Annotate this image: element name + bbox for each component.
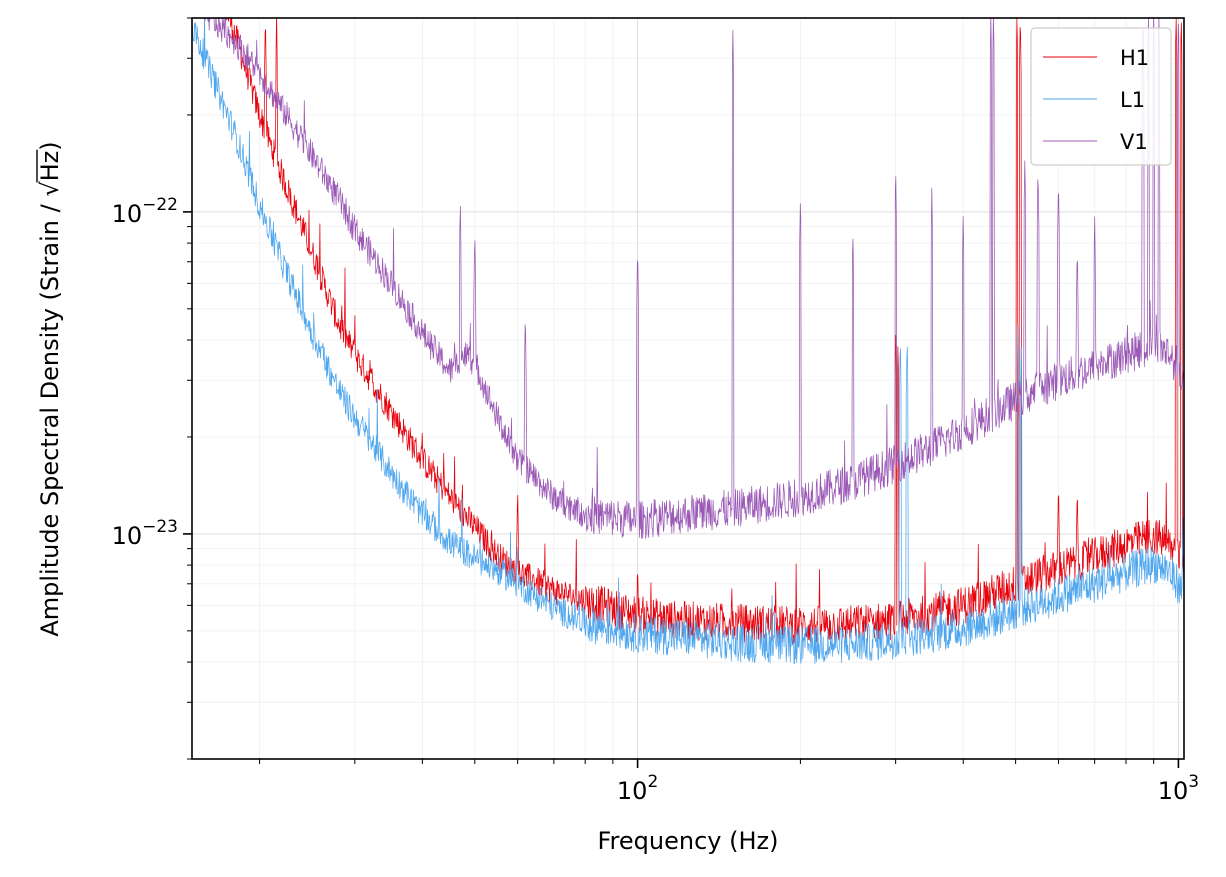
sqrt-symbol: √ — [36, 181, 64, 197]
x-tick-label: 102 — [617, 772, 658, 805]
x-tick-label: 103 — [1158, 772, 1199, 805]
svg-text:Amplitude Spectral Density (St: Amplitude Spectral Density (Strain / √Hz… — [36, 141, 64, 636]
series-line-l1 — [192, 18, 1184, 665]
plot-frame — [191, 17, 1185, 760]
legend-label-v1: V1 — [1120, 130, 1148, 154]
y-tick-label: 10−23 — [112, 517, 178, 550]
series-line-v1 — [202, 18, 1184, 539]
y-axis-label-main: Amplitude Spectral Density (Strain / — [36, 197, 64, 637]
legend: H1 L1 V1 — [1030, 27, 1172, 166]
legend-label-l1: L1 — [1120, 88, 1145, 112]
ticks: 102 103 10−23 10−22 — [112, 17, 1199, 805]
legend-label-h1: H1 — [1120, 46, 1149, 70]
series-group — [192, 18, 1184, 665]
y-tick-label: 10−22 — [112, 195, 178, 228]
legend-box — [1030, 27, 1172, 166]
y-axis-label: Amplitude Spectral Density (Strain / √Hz… — [36, 141, 64, 636]
x-axis-label: Frequency (Hz) — [598, 827, 779, 855]
y-axis-label-sqrt: Hz — [36, 151, 64, 182]
y-axis-label-close: ) — [36, 141, 64, 150]
